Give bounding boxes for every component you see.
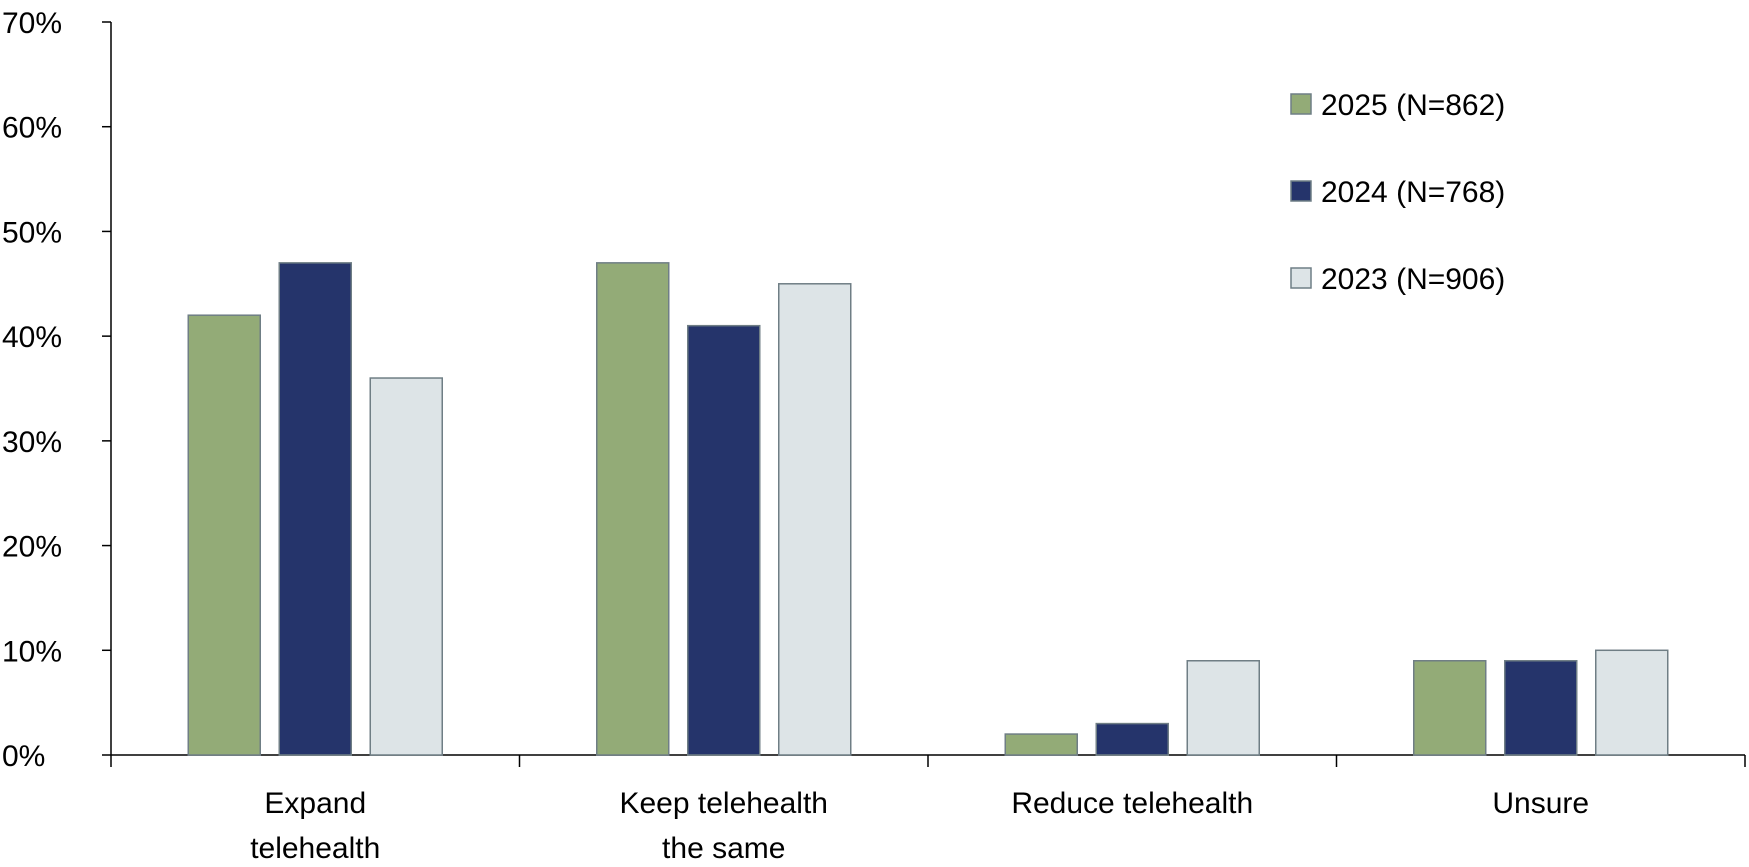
y-tick-label: 20% — [2, 531, 62, 564]
x-category-label: Reduce telehealth — [1011, 787, 1253, 820]
x-category-label-line: Keep telehealth — [619, 787, 828, 820]
x-category-label: Unsure — [1492, 787, 1589, 820]
bar — [187, 314, 261, 756]
y-tick-label: 70% — [2, 7, 62, 40]
bars — [187, 262, 1669, 756]
x-category-label-line: Reduce telehealth — [1011, 787, 1253, 820]
y-tick-label: 10% — [2, 635, 62, 668]
legend: 2025 (N=862) 2024 (N=768) 2023 (N=906) — [1290, 89, 1505, 296]
bar — [1004, 733, 1078, 756]
x-category-label: Expand telehealth — [250, 787, 380, 865]
legend-swatch — [1290, 93, 1312, 115]
bar — [369, 377, 443, 756]
y-tick-label: 40% — [2, 321, 62, 354]
legend-swatch — [1290, 267, 1312, 289]
x-axis: Expand telehealth Keep telehealth the same R… — [110, 754, 1746, 865]
legend-label: 2024 (N=768) — [1321, 176, 1505, 209]
y-tick-label: 0% — [2, 740, 45, 773]
bar — [1186, 660, 1260, 756]
y-tick-label: 60% — [2, 112, 62, 145]
y-tick-label: 30% — [2, 426, 62, 459]
y-tick-label: 50% — [2, 216, 62, 249]
bar — [596, 262, 670, 756]
bar — [687, 324, 761, 756]
x-category-label-line: Unsure — [1492, 787, 1589, 820]
bar — [1413, 660, 1487, 756]
legend-swatch — [1290, 180, 1312, 202]
x-category-label-line: Expand — [264, 787, 366, 820]
x-category-label: Keep telehealth the same — [619, 787, 828, 865]
legend-label: 2023 (N=906) — [1321, 263, 1505, 296]
bar — [778, 283, 852, 756]
x-category-label-line: the same — [662, 832, 785, 865]
bar — [1095, 722, 1169, 756]
x-category-label-line: telehealth — [250, 832, 380, 865]
legend-label: 2025 (N=862) — [1321, 89, 1505, 122]
bar — [1504, 660, 1578, 756]
bar — [1595, 649, 1669, 756]
y-axis: 0% 10% 20% 30% 40% 50% 60% 70% — [2, 7, 112, 773]
bar — [278, 262, 352, 756]
